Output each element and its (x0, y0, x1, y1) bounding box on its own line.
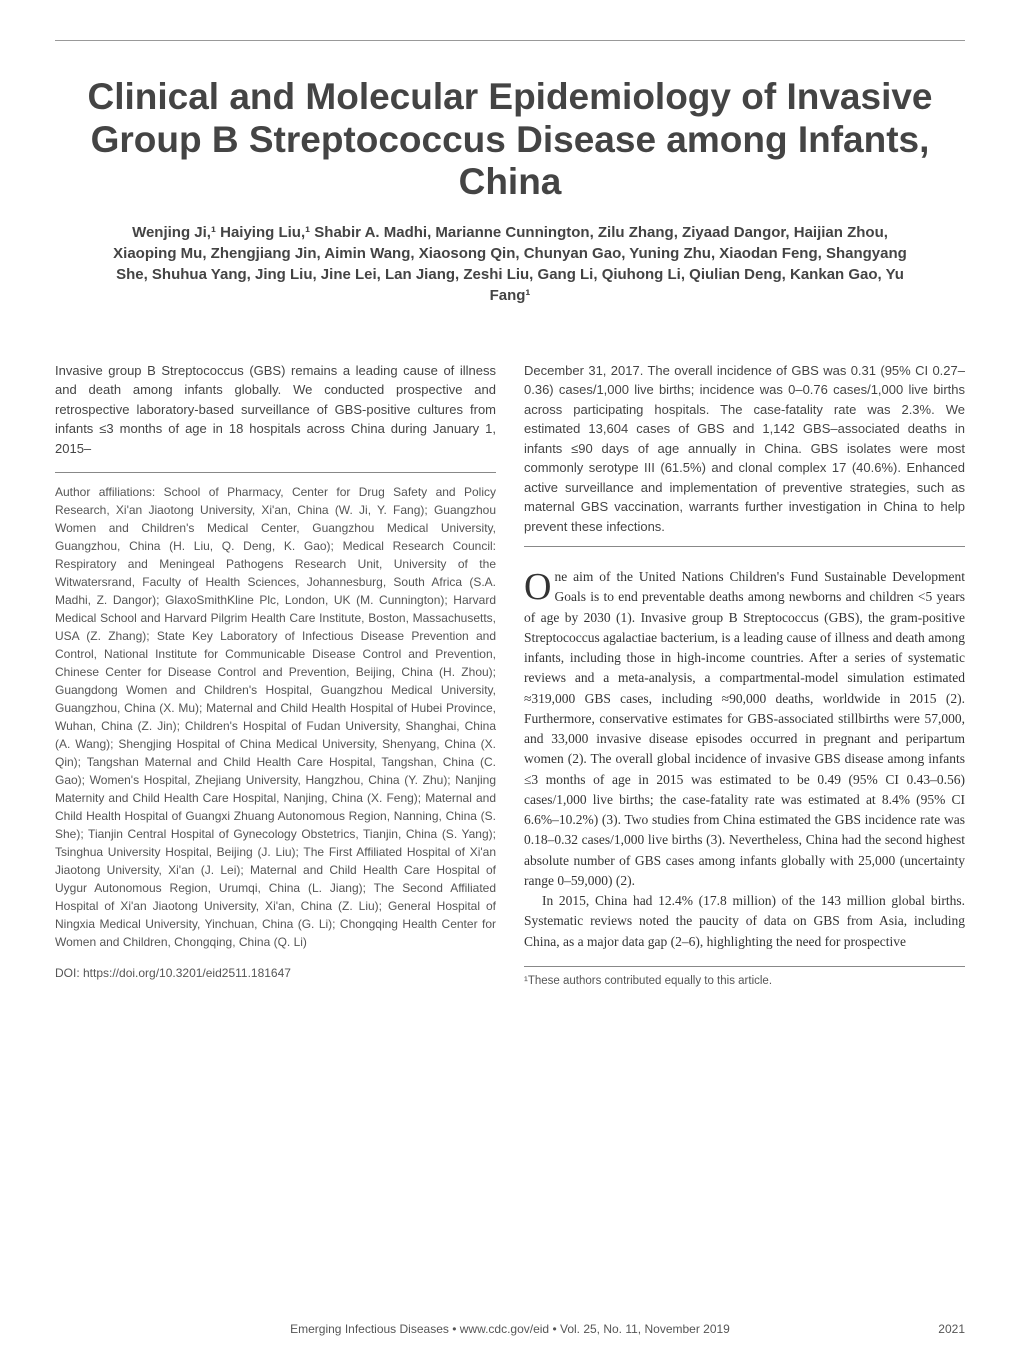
article-body: One aim of the United Nations Children's… (524, 567, 965, 952)
abstract-right: December 31, 2017. The overall incidence… (524, 361, 965, 548)
article-title: Clinical and Molecular Epidemiology of I… (55, 76, 965, 204)
right-column: December 31, 2017. The overall incidence… (524, 361, 965, 990)
body-paragraph-1: One aim of the United Nations Children's… (524, 567, 965, 891)
author-list: Wenjing Ji,¹ Haiying Liu,¹ Shabir A. Mad… (100, 222, 920, 306)
body-paragraph-2: In 2015, China had 12.4% (17.8 million) … (524, 891, 965, 952)
two-column-layout: Invasive group B Streptococcus (GBS) rem… (55, 361, 965, 990)
abstract-left: Invasive group B Streptococcus (GBS) rem… (55, 361, 496, 459)
dropcap: O (524, 567, 554, 603)
footer-spacer-left (55, 1322, 115, 1336)
body-p1-text: ne aim of the United Nations Children's … (524, 569, 965, 888)
left-column: Invasive group B Streptococcus (GBS) rem… (55, 361, 496, 990)
top-rule (55, 40, 965, 41)
equal-contribution-footnote: ¹These authors contributed equally to th… (524, 966, 965, 990)
doi-line: DOI: https://doi.org/10.3201/eid2511.181… (55, 965, 496, 982)
author-affiliations: Author affiliations: School of Pharmacy,… (55, 472, 496, 951)
footer-page-number: 2021 (905, 1322, 965, 1336)
page-footer: Emerging Infectious Diseases • www.cdc.g… (55, 1322, 965, 1336)
footer-journal-info: Emerging Infectious Diseases • www.cdc.g… (115, 1322, 905, 1336)
